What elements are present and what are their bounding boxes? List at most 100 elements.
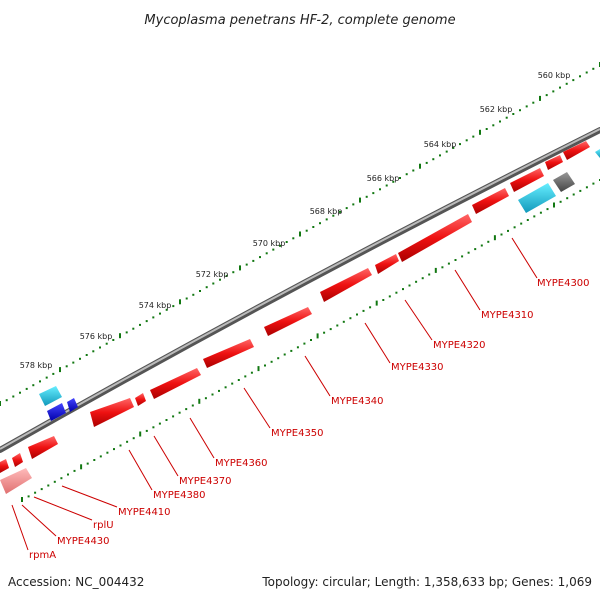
gene-arrow[interactable] xyxy=(150,368,201,399)
gene-arrow[interactable] xyxy=(264,307,312,336)
ruler-tick-minor xyxy=(172,415,175,418)
gene-label[interactable]: MYPE4360 xyxy=(215,458,268,469)
trna-feature[interactable] xyxy=(595,149,600,158)
gene-label[interactable]: MYPE4370 xyxy=(179,476,232,487)
ruler-tick-minor xyxy=(34,491,37,494)
ruler-tick-minor xyxy=(32,384,35,387)
gene-arrow[interactable] xyxy=(90,398,134,427)
ruler-tick-minor xyxy=(211,393,214,396)
ruler-tick-minor xyxy=(585,186,588,189)
ruler-tick-minor xyxy=(191,404,194,407)
gene-arrow[interactable] xyxy=(203,339,254,368)
trna-feature[interactable] xyxy=(39,386,62,406)
trna-feature[interactable] xyxy=(518,183,556,213)
ruler-tick-major xyxy=(59,367,61,373)
ruler-tick-minor xyxy=(303,342,306,345)
ruler-tick-minor xyxy=(145,429,148,432)
gene-arrow-pink[interactable] xyxy=(0,468,32,494)
ruler-tick-minor xyxy=(139,323,141,326)
ruler-tick-major xyxy=(553,202,555,208)
gene-arrow[interactable] xyxy=(563,141,590,160)
ruler-tick-minor xyxy=(178,411,181,414)
ruler-tick-minor xyxy=(572,193,575,196)
gene-arrow[interactable] xyxy=(135,393,146,406)
ruler-label: 568 kbp xyxy=(310,207,343,216)
ruler-tick-minor xyxy=(86,462,89,465)
ruler-tick-minor xyxy=(362,309,365,312)
ruler-tick-minor xyxy=(388,295,391,298)
ruler-tick-minor xyxy=(399,177,401,179)
ruler-tick-minor xyxy=(372,192,375,195)
ruler-tick-minor xyxy=(244,375,247,378)
rrna-feature[interactable] xyxy=(67,398,78,412)
ruler-tick-minor xyxy=(365,195,368,198)
ruler-tick-minor xyxy=(40,488,43,491)
ruler-tick-minor xyxy=(265,252,268,255)
ruler-tick-minor xyxy=(47,484,50,487)
gene-label[interactable]: MYPE4350 xyxy=(271,428,324,439)
gene-label[interactable]: MYPE4380 xyxy=(153,490,206,501)
gene-arrow[interactable] xyxy=(510,168,544,192)
feature-track-other xyxy=(39,149,600,421)
gene-label[interactable]: MYPE4310 xyxy=(481,310,534,321)
gene-arrow[interactable] xyxy=(398,214,472,262)
ruler-tick-minor xyxy=(395,291,398,294)
ruler-tick-minor xyxy=(408,284,411,287)
gene-arrow[interactable] xyxy=(28,436,58,459)
ruler-tick-minor xyxy=(428,273,431,276)
feature-track-forward xyxy=(0,141,590,494)
gene-leader-lines xyxy=(11,237,538,551)
gene-arrow[interactable] xyxy=(320,268,372,302)
ruler-tick-minor xyxy=(92,350,95,353)
ruler-tick-minor xyxy=(533,215,536,218)
ruler-tick-minor xyxy=(345,207,348,210)
ruler-tick-minor xyxy=(185,408,188,411)
ruler-tick-minor xyxy=(132,437,135,440)
ruler-tick-minor xyxy=(99,346,101,349)
gene-label[interactable]: MYPE4320 xyxy=(433,340,486,351)
ruler-tick-minor xyxy=(292,237,295,240)
gene-label[interactable]: rpmA xyxy=(29,550,56,561)
ruler-tick-minor xyxy=(252,259,255,262)
ruler-tick-minor xyxy=(152,426,155,429)
gene-arrow[interactable] xyxy=(0,459,9,473)
gene-label[interactable]: MYPE4300 xyxy=(537,278,590,289)
ruler-tick-minor xyxy=(12,395,15,398)
gene-arrow[interactable] xyxy=(545,155,563,170)
ruler-tick-minor xyxy=(392,180,395,183)
ruler-tick-minor xyxy=(369,306,372,309)
ruler-tick-major xyxy=(179,299,181,305)
gene-arrow[interactable] xyxy=(472,188,509,214)
gene-leader-line xyxy=(11,504,29,551)
ruler-tick-minor xyxy=(27,495,30,498)
gene-label[interactable]: rplU xyxy=(93,520,114,531)
genome-summary-text: Topology: circular; Length: 1,358,633 bp… xyxy=(261,575,592,589)
misc-feature[interactable] xyxy=(553,172,575,192)
ruler-tick-minor xyxy=(125,331,128,334)
ruler-tick-minor xyxy=(290,349,293,352)
ruler-tick-minor xyxy=(39,380,41,383)
ruler-labels: 560 kbp 562 kbp 564 kbp 566 kbp 568 kbp 570 k… xyxy=(20,71,571,370)
ruler-tick-major xyxy=(257,366,260,372)
ruler-tick-minor xyxy=(283,353,286,356)
rrna-feature[interactable] xyxy=(47,403,66,421)
ruler-tick-minor xyxy=(285,241,288,243)
gene-arrow[interactable] xyxy=(12,453,23,467)
gene-label[interactable]: MYPE4330 xyxy=(391,362,444,373)
gene-leader-line xyxy=(304,355,331,397)
ruler-tick-major xyxy=(239,265,241,271)
ruler-tick-minor xyxy=(199,290,201,292)
ruler-tick-minor xyxy=(565,82,568,85)
gene-label[interactable]: MYPE4430 xyxy=(57,536,110,547)
genome-backbone-highlight xyxy=(0,128,600,450)
ruler-tick-minor xyxy=(454,259,457,261)
gene-label[interactable]: MYPE4340 xyxy=(331,396,384,407)
gene-label[interactable]: MYPE4410 xyxy=(118,507,171,518)
ruler-tick-minor xyxy=(218,389,220,392)
gene-arrow[interactable] xyxy=(375,254,399,274)
ruler-tick-minor xyxy=(25,387,28,390)
ruler-tick-major xyxy=(419,163,421,169)
ruler-tick-minor xyxy=(105,342,108,345)
ruler-tick-minor xyxy=(559,86,561,89)
ruler-tick-minor xyxy=(385,184,388,187)
